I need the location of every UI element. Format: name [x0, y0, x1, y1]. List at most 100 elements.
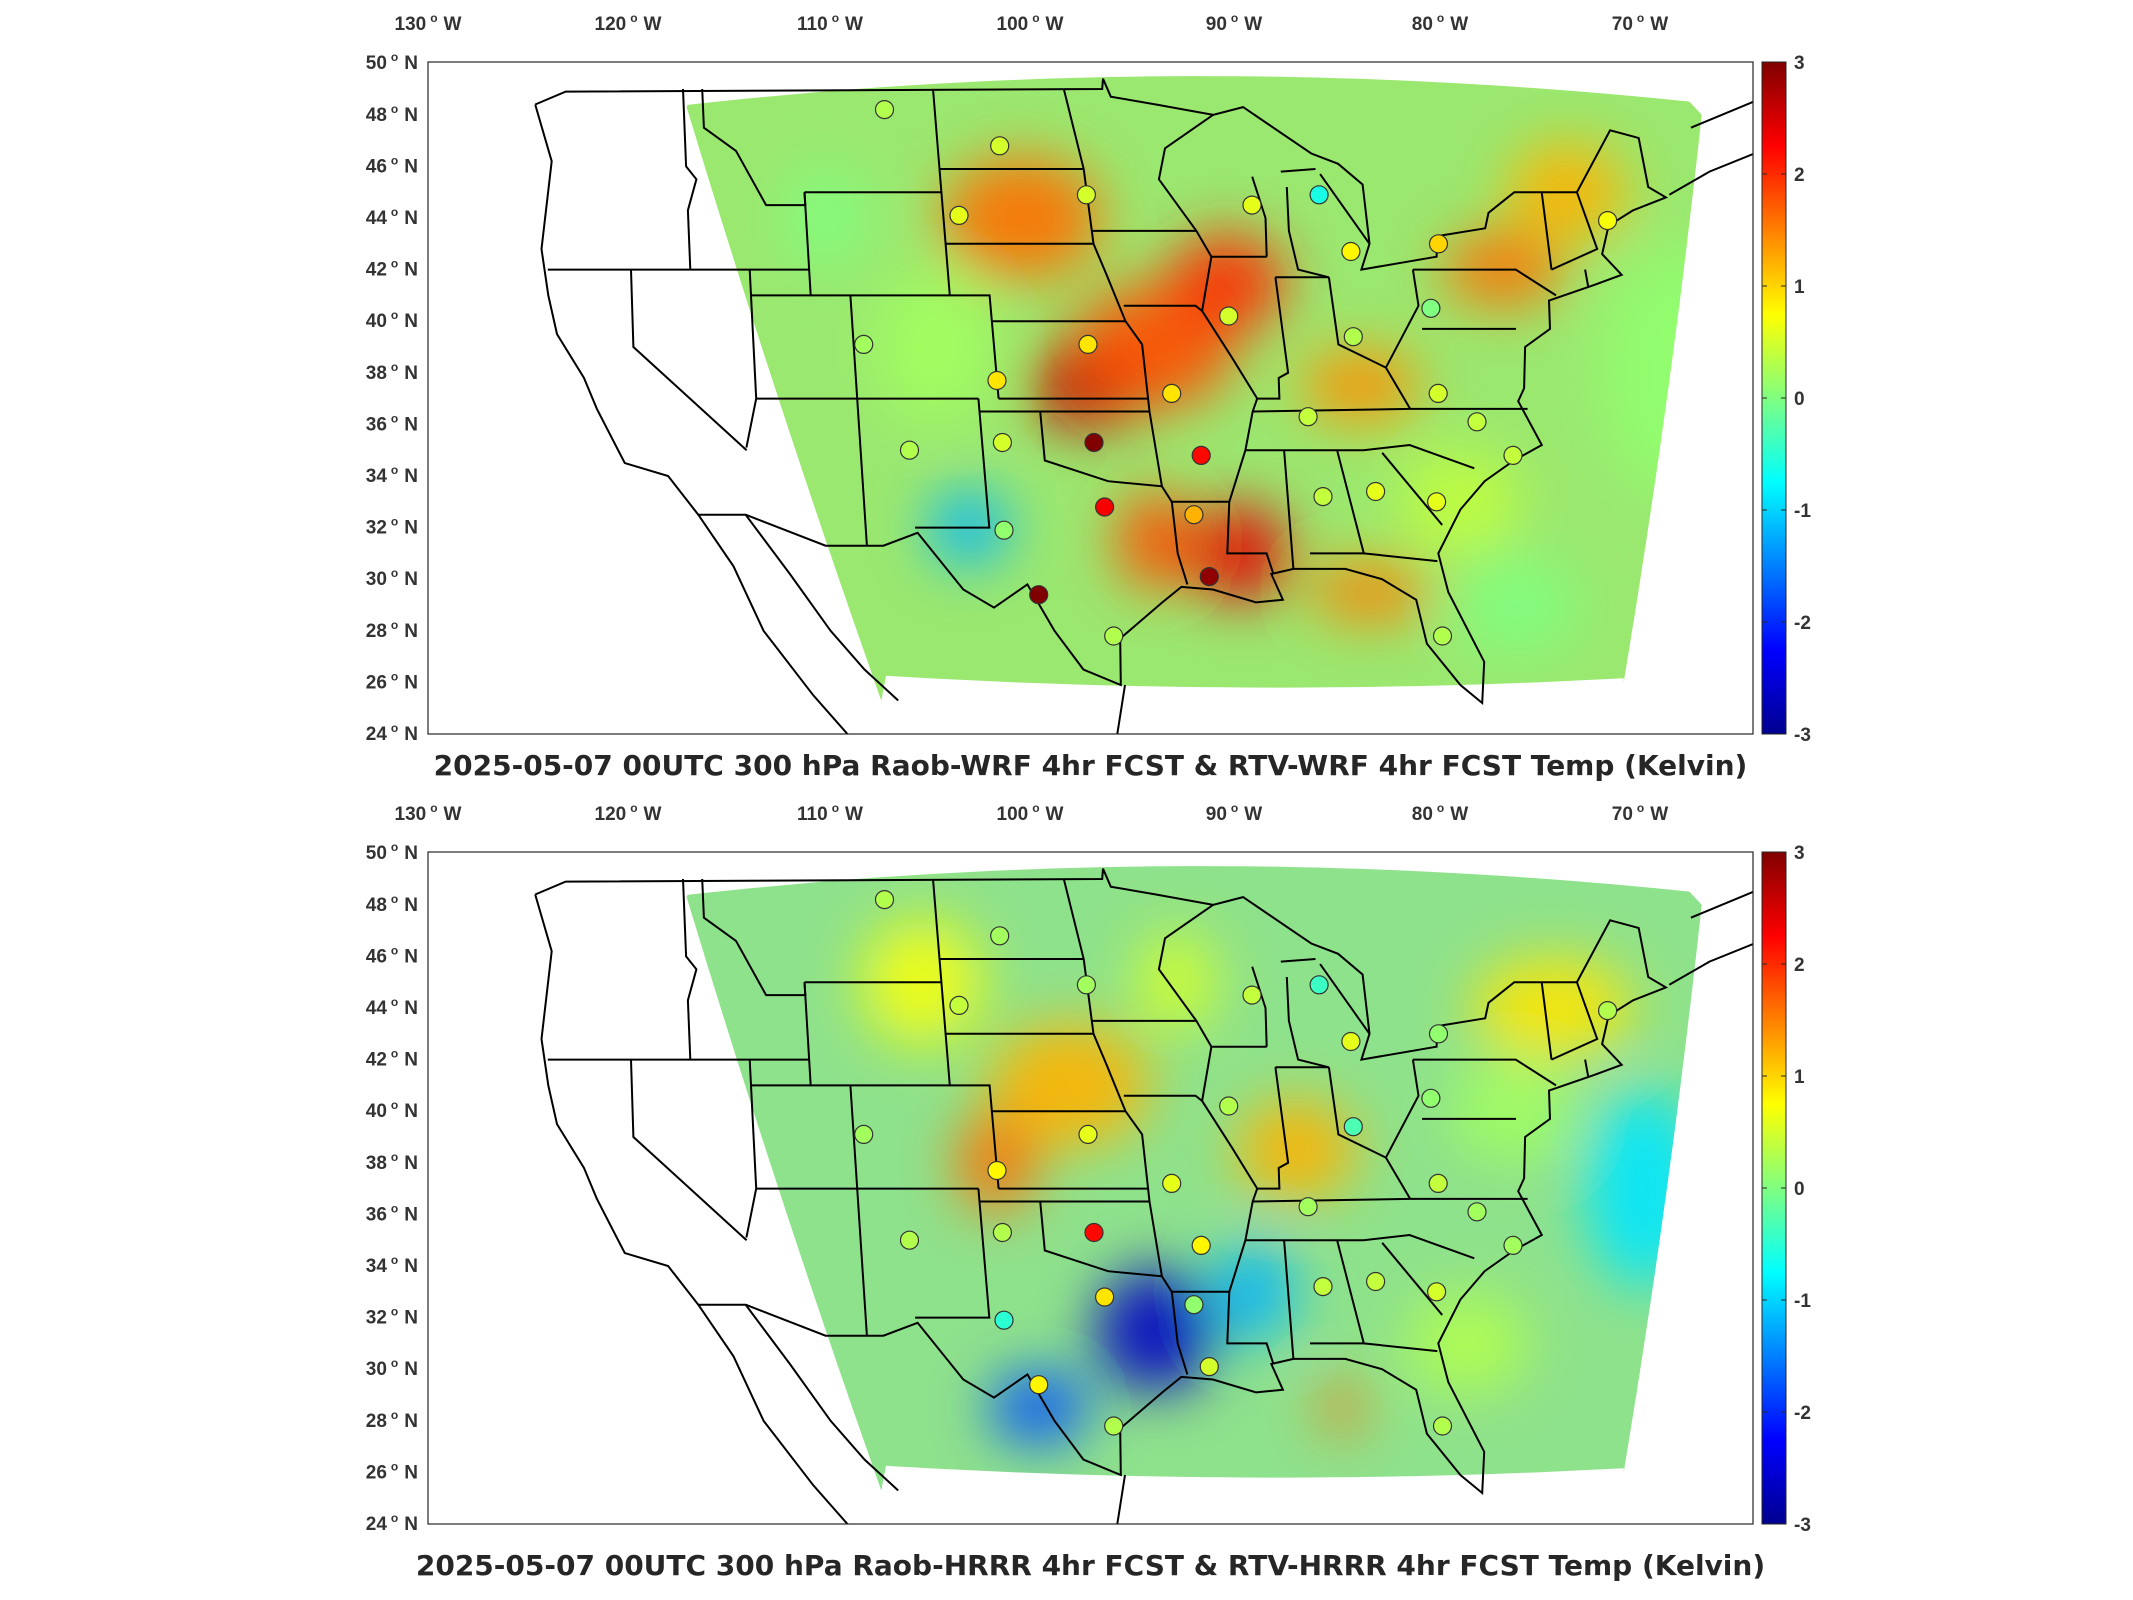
raob-station-marker	[854, 1124, 874, 1144]
raob-station-marker	[1184, 505, 1204, 525]
latitude-label: 24 o N	[366, 721, 418, 745]
raob-station-marker	[1309, 185, 1329, 205]
state-and-coast-outlines	[534, 868, 1753, 1524]
colorbar-tick-label: 3	[1794, 53, 1805, 74]
raob-station-marker	[874, 99, 895, 120]
latitude-label: 30 o N	[366, 566, 418, 590]
latitude-label: 48 o N	[366, 892, 418, 916]
raob-station-marker	[1343, 327, 1363, 347]
raob-station-marker	[1428, 1024, 1449, 1044]
latitude-label: 42 o N	[366, 1047, 418, 1071]
latitude-label: 46 o N	[366, 153, 418, 177]
colorbar-tick-label: 1	[1794, 277, 1805, 298]
latitude-label: 28 o N	[366, 618, 418, 642]
map-bottom: 130 o W 120 o W 110 o W 100 o W 90 o W 80 o W 70 o W 50 o N 48 o N…	[366, 801, 1812, 1582]
map-frame	[427, 851, 1754, 1525]
raob-station-marker	[1191, 445, 1211, 465]
latitude-label: 24 o N	[366, 1511, 418, 1535]
raob-station-marker	[1298, 1197, 1318, 1217]
raob-station-marker	[1084, 432, 1104, 453]
raob-station-marker	[1341, 1031, 1361, 1052]
raob-station-marker	[1242, 985, 1262, 1005]
map-frame	[427, 61, 1754, 735]
longitude-label: 110 o W	[797, 11, 863, 35]
raob-station-marker	[1162, 383, 1182, 403]
raob-station-marker	[1597, 1001, 1618, 1021]
raob-station-marker	[1076, 975, 1097, 995]
colorbar-tick-label: -3	[1794, 725, 1811, 746]
longitude-label: 100 o W	[997, 11, 1064, 35]
latitude-label: 40 o N	[366, 308, 418, 332]
raob-station-marker	[987, 1160, 1007, 1181]
raob-station-marker	[1219, 1096, 1239, 1116]
latitude-label: 50 o N	[366, 50, 418, 74]
latitude-label: 26 o N	[366, 1459, 418, 1483]
raob-station-marker	[1078, 1124, 1098, 1144]
raob-station-marker	[1365, 481, 1386, 502]
latitude-label: 50 o N	[366, 840, 418, 864]
raob-station-marker	[1242, 195, 1262, 215]
latitude-label: 34 o N	[366, 463, 418, 487]
colorbar-tick-label: 3	[1794, 843, 1805, 864]
raob-station-marker	[994, 520, 1014, 540]
raob-stations	[854, 889, 1618, 1436]
raob-station-marker	[1365, 1271, 1386, 1292]
raob-station-marker	[1199, 1356, 1219, 1377]
panel-title: 2025-05-07 00UTC 300 hPa Raob-HRRR 4hr F…	[416, 1549, 1765, 1582]
raob-stations	[854, 99, 1618, 646]
raob-station-marker	[1421, 1088, 1441, 1108]
latitude-label: 46 o N	[366, 943, 418, 967]
raob-station-marker	[1421, 298, 1441, 318]
latitude-label: 38 o N	[366, 1150, 418, 1174]
latitude-label: 48 o N	[366, 102, 418, 126]
raob-station-marker	[1341, 241, 1361, 262]
raob-station-marker	[990, 926, 1010, 946]
raob-station-marker	[1428, 1173, 1448, 1193]
longitude-label: 90 o W	[1206, 801, 1262, 825]
raob-station-marker	[1503, 445, 1523, 465]
longitude-label: 100 o W	[997, 801, 1064, 825]
longitude-label: 80 o W	[1412, 801, 1468, 825]
raob-station-marker	[1298, 407, 1318, 427]
panel-bottom: 130 o W 120 o W 110 o W 100 o W 90 o W 80 o W 70 o W 50 o N 48 o N…	[0, 790, 2133, 1600]
raob-station-marker	[1313, 1277, 1333, 1297]
raob-station-marker	[992, 432, 1013, 453]
raob-station-marker	[899, 440, 920, 460]
raob-station-marker	[1078, 334, 1098, 354]
raob-station-marker	[1029, 585, 1049, 605]
colorbar-tick-label: -2	[1794, 613, 1811, 634]
longitude-label: 130 o W	[395, 11, 462, 35]
raob-station-marker	[1104, 626, 1124, 646]
longitude-label: 130 o W	[395, 801, 462, 825]
raob-station-marker	[1426, 1282, 1447, 1302]
raob-station-marker	[1184, 1295, 1204, 1315]
raob-station-marker	[1191, 1235, 1211, 1255]
latitude-label: 44 o N	[366, 205, 418, 229]
latitude-label: 40 o N	[366, 1098, 418, 1122]
longitude-label: 120 o W	[595, 801, 662, 825]
panel-title: 2025-05-07 00UTC 300 hPa Raob-WRF 4hr FC…	[434, 749, 1748, 782]
raob-station-marker	[1432, 626, 1453, 646]
longitude-label: 80 o W	[1412, 11, 1468, 35]
latitude-label: 26 o N	[366, 669, 418, 693]
raob-station-marker	[1309, 975, 1329, 995]
raob-station-marker	[1432, 1416, 1453, 1436]
colorbar-tick-label: 0	[1794, 389, 1805, 410]
latitude-label: 38 o N	[366, 360, 418, 384]
colorbar-tick-label: -3	[1794, 1515, 1811, 1536]
latitude-label: 28 o N	[366, 1408, 418, 1432]
colorbar-tick-label: -1	[1794, 1291, 1811, 1312]
latitude-label: 30 o N	[366, 1356, 418, 1380]
latitude-label: 36 o N	[366, 1201, 418, 1225]
raob-station-marker	[1313, 487, 1333, 507]
raob-station-marker	[1029, 1375, 1049, 1395]
longitude-label: 70 o W	[1612, 801, 1668, 825]
raob-station-marker	[1428, 383, 1448, 403]
raob-station-marker	[1084, 1222, 1104, 1243]
raob-station-marker	[994, 1310, 1014, 1330]
colorbar-tick-label: 0	[1794, 1179, 1805, 1200]
longitude-label: 90 o W	[1206, 11, 1262, 35]
raob-station-marker	[1428, 234, 1449, 254]
colorbar-tick-label: -2	[1794, 1403, 1811, 1424]
raob-station-marker	[1076, 185, 1097, 205]
